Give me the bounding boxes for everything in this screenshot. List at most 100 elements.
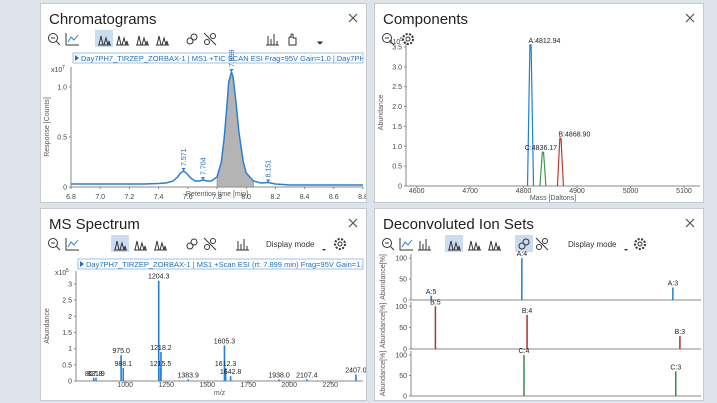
ion-sets-panel: Deconvoluted Ion Sets Display mode Abundan…	[374, 208, 704, 401]
toolbar-button[interactable]	[65, 238, 79, 251]
close-icon	[348, 218, 358, 228]
toolbar-button[interactable]	[334, 238, 346, 250]
toolbar-button[interactable]	[288, 33, 297, 46]
close-icon	[348, 13, 358, 23]
x-tick-label: 7.2	[125, 194, 135, 201]
toolbar-button[interactable]	[382, 238, 395, 251]
icon-shape	[186, 242, 194, 250]
icon-shape	[67, 34, 79, 43]
y-tick-label: 2.5	[62, 298, 72, 305]
icon-shape	[488, 240, 501, 251]
x-tick-label: 8.6	[329, 194, 339, 201]
toolbar-button[interactable]	[186, 33, 198, 45]
toolbar-button[interactable]	[399, 238, 413, 251]
header-text: Day7PH7_TIRZEP_ZORBAX-1 | MS1 +TIC SCAN …	[81, 54, 366, 63]
icon-shape	[67, 239, 79, 248]
x-axis-label: Retention time [min]	[186, 191, 248, 198]
icon-shape	[402, 33, 414, 45]
icon-shape	[337, 241, 343, 247]
toolbar-button[interactable]	[134, 240, 147, 251]
peak-label: 1383.9	[177, 372, 199, 379]
toolbar-button[interactable]	[203, 32, 217, 46]
icon-shape	[382, 238, 392, 248]
y-axis-label: Response [Counts]	[44, 97, 51, 157]
toolbar-button[interactable]	[445, 235, 463, 252]
toolbar-button[interactable]	[95, 30, 113, 47]
y-tick-label: 0	[403, 394, 407, 401]
display-mode-menu[interactable]: Display mode	[568, 240, 617, 249]
close-icon	[685, 13, 695, 23]
peak-marker	[229, 69, 234, 72]
peak-label: 807.8	[85, 371, 103, 378]
y-tick-label: 1.5	[62, 330, 72, 337]
icon-shape	[56, 41, 61, 46]
toolbar-button[interactable]	[402, 33, 414, 45]
icon-shape	[156, 35, 169, 46]
toolbar-button[interactable]	[136, 35, 149, 46]
icon-shape	[116, 35, 129, 46]
peak-label: C:4836.17	[525, 145, 557, 152]
icon-shape	[390, 41, 395, 46]
chromatograms-panel: Chromatograms Day7PH7_TIRZEP_ZORBAX-1 | M…	[40, 3, 367, 203]
axis-frame	[410, 254, 701, 301]
icon-shape	[542, 238, 548, 244]
icon-shape	[190, 33, 198, 41]
exponent: 5	[400, 37, 403, 43]
toolbar-button[interactable]	[316, 41, 324, 45]
peak-label: A:4812.94	[529, 38, 561, 45]
header-text: Day7PH7_TIRZEP_ZORBAX-1 | MS1 +Scan ESI …	[86, 260, 366, 269]
icon-shape	[65, 238, 79, 251]
toolbar-button[interactable]	[382, 33, 395, 46]
axis-frame	[405, 39, 700, 187]
toolbar-button[interactable]	[111, 235, 129, 252]
close-button[interactable]	[685, 13, 695, 23]
display-mode-menu[interactable]: Display mode	[266, 240, 315, 249]
icon-shape	[186, 37, 194, 45]
toolbar-button[interactable]	[203, 237, 217, 251]
icon-shape	[98, 35, 111, 46]
peak-label: 2407.0	[345, 368, 366, 375]
toolbar-button[interactable]	[65, 33, 79, 46]
toolbar-button[interactable]	[236, 239, 249, 251]
toolbar-button[interactable]	[266, 34, 279, 46]
icon-shape	[334, 238, 346, 250]
mass-peak	[526, 44, 535, 187]
toolbar-button[interactable]	[116, 35, 129, 46]
toolbar-button[interactable]	[156, 35, 169, 46]
close-button[interactable]	[348, 13, 358, 23]
toolbar-button[interactable]	[48, 33, 61, 46]
icon-shape	[190, 238, 198, 246]
x-tick-label: 1250	[158, 382, 174, 389]
toolbar-button[interactable]	[154, 240, 167, 251]
peak-label: 1642.8	[220, 369, 242, 376]
x-tick-label: 5000	[623, 188, 639, 195]
icon-shape	[288, 33, 297, 46]
toolbar-button[interactable]	[48, 238, 61, 251]
toolbar-button[interactable]	[418, 239, 431, 251]
panel-canvas: Components 0 0.5 1.0 1.5 2.0 2.5 3.0 3.5 4600 4700…	[378, 11, 700, 202]
toolbar-button[interactable]	[186, 238, 198, 250]
icon-shape	[522, 238, 530, 246]
y-tick-label: 0.5	[392, 164, 402, 171]
toolbar-button[interactable]	[634, 238, 646, 250]
x-tick-label: 5100	[676, 188, 692, 195]
y-tick-label: 2.0	[392, 104, 402, 111]
icon-shape	[637, 241, 643, 247]
mass-peak	[556, 137, 565, 187]
toolbar-button[interactable]	[488, 240, 501, 251]
toolbar-button[interactable]	[515, 235, 533, 252]
close-button[interactable]	[348, 218, 358, 228]
toolbar-button[interactable]	[535, 237, 549, 251]
x-tick-label: 8.4	[300, 194, 310, 201]
header-bar	[72, 52, 364, 64]
toolbar-button[interactable]	[468, 240, 481, 251]
y-tick-label: 50	[399, 277, 407, 284]
close-button[interactable]	[685, 218, 695, 228]
chromatogram-line	[71, 69, 363, 186]
peak-label: 2107.4	[296, 372, 318, 379]
icon-shape	[634, 238, 646, 250]
exponent: 7	[62, 65, 65, 71]
y-tick-label: 0	[68, 379, 72, 386]
y-tick-label: 3	[68, 281, 72, 288]
x-tick-label: 4800	[516, 188, 532, 195]
